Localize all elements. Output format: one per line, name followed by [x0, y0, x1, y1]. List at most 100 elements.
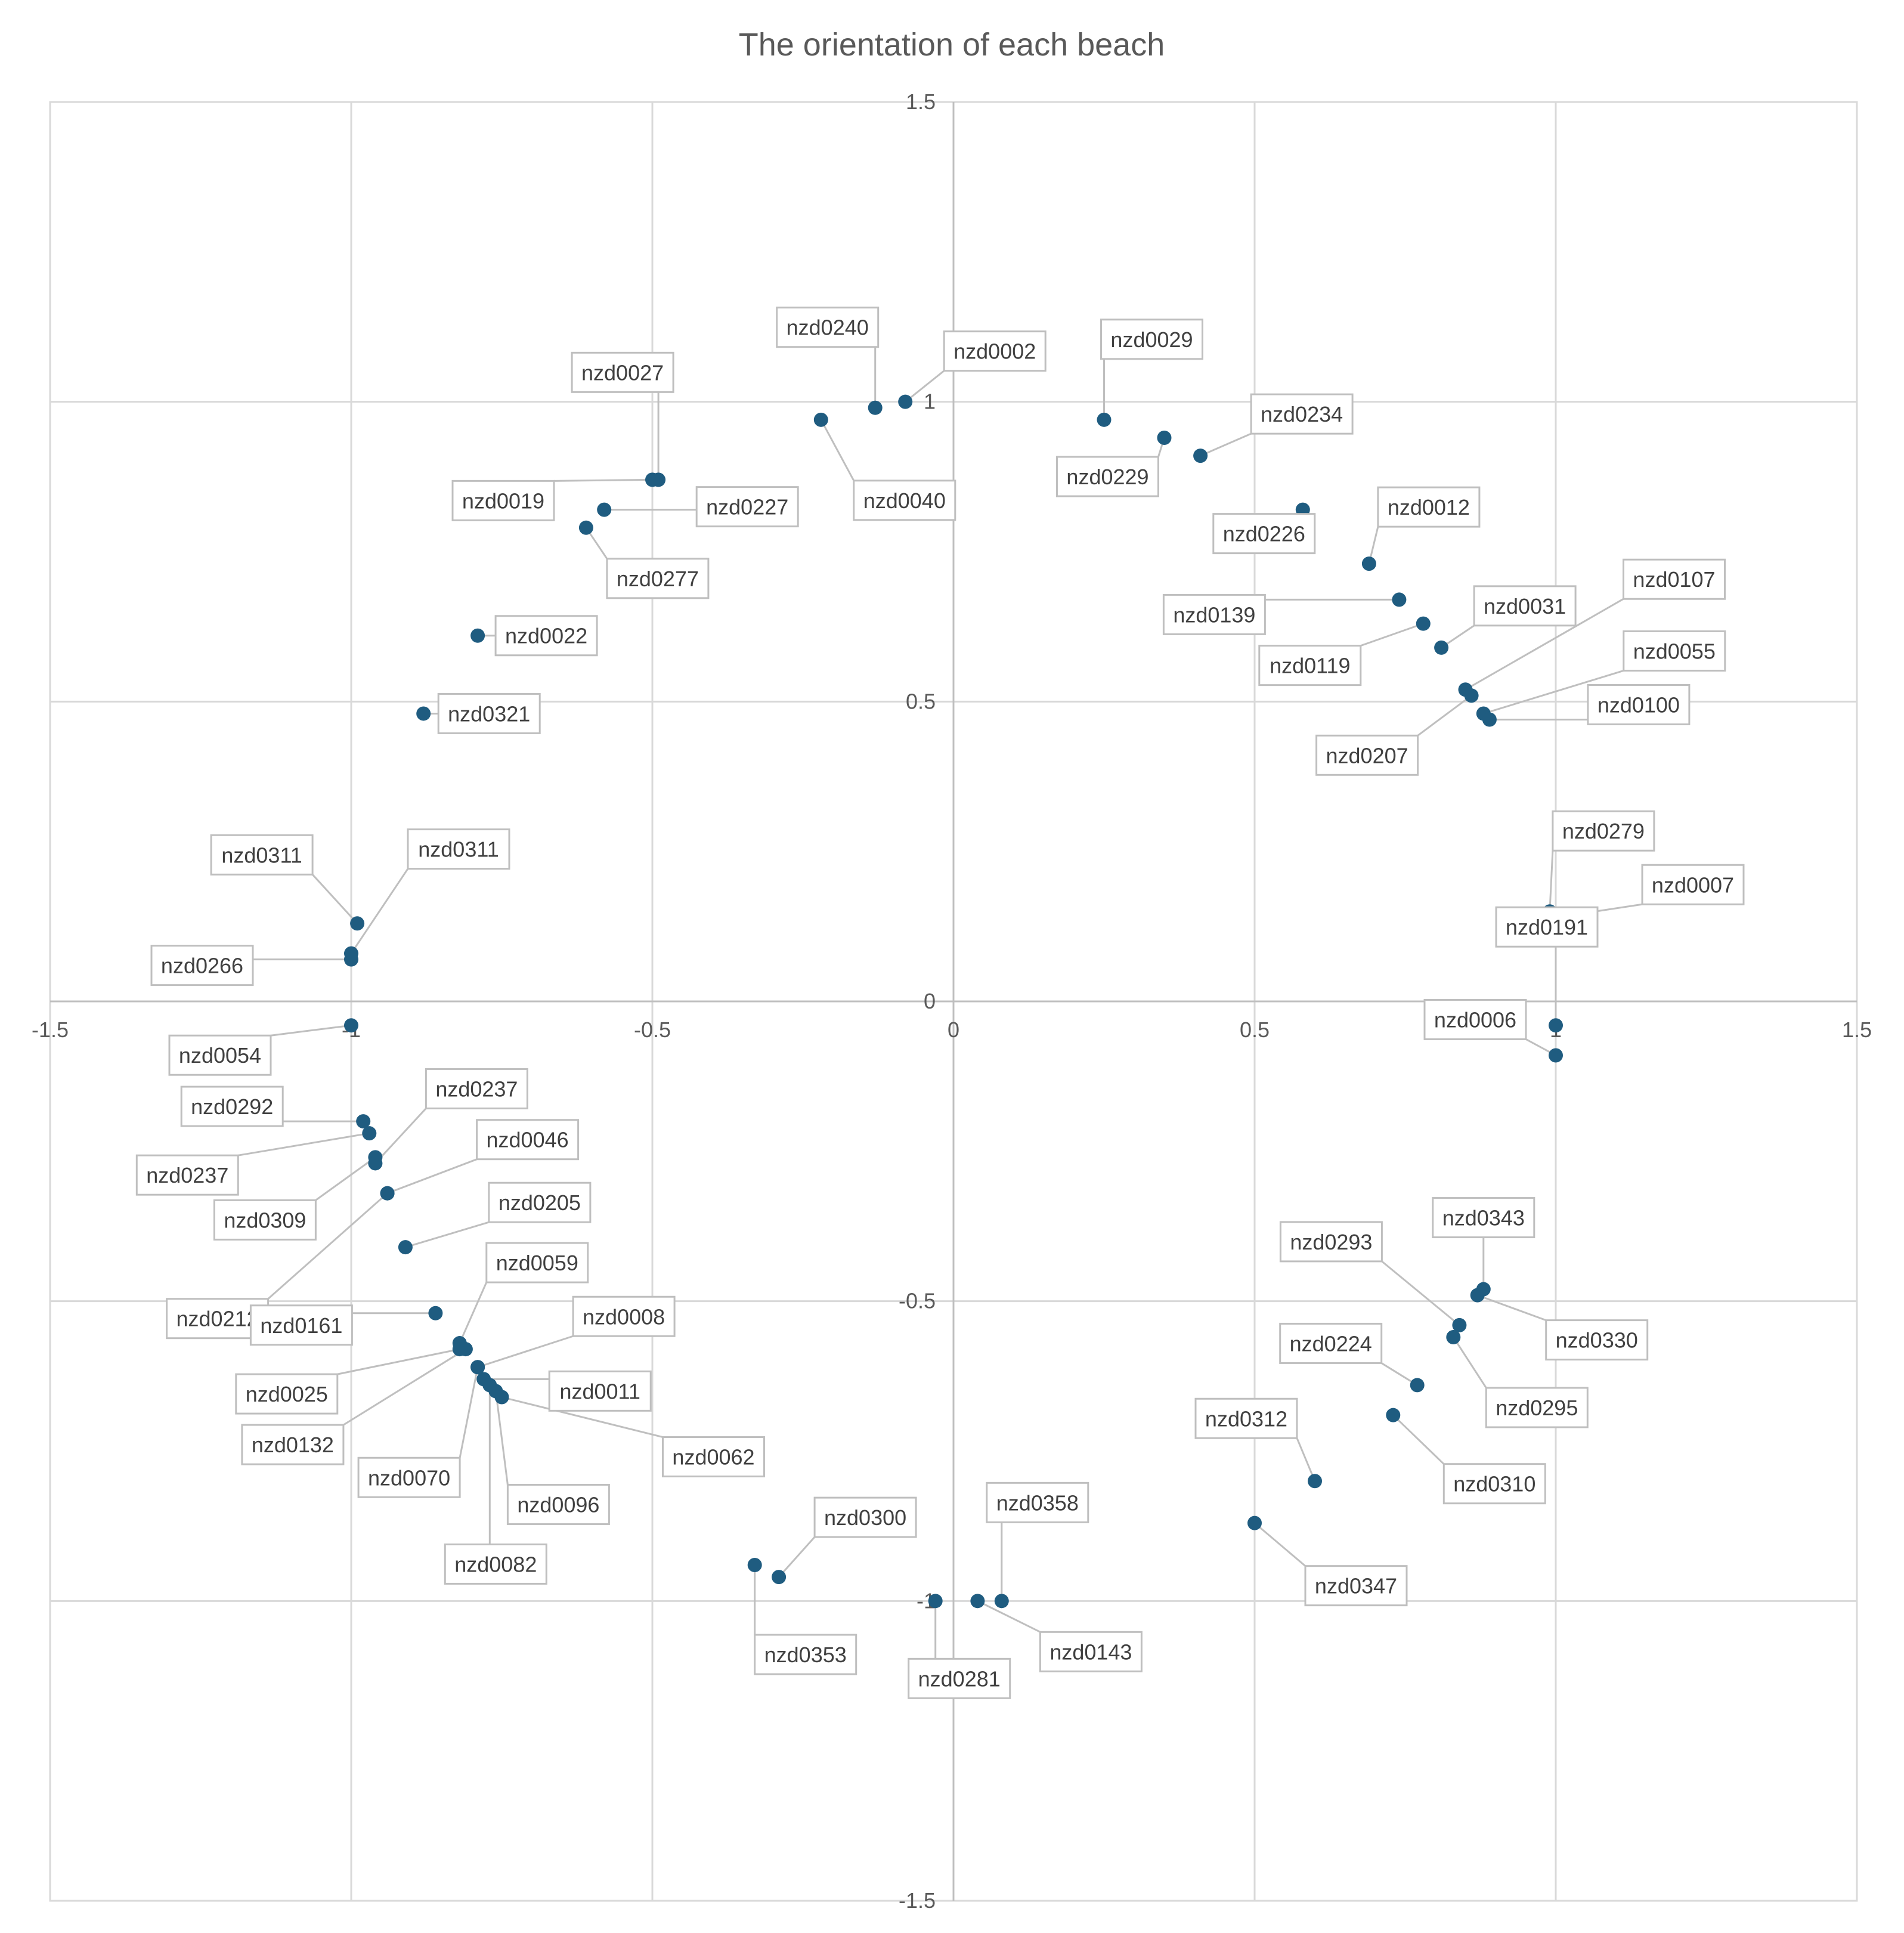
data-label: nzd0011 [559, 1379, 640, 1403]
data-label: nzd0292 [191, 1094, 273, 1119]
data-point [380, 1186, 395, 1201]
data-point [898, 394, 913, 409]
leader-line [1477, 1294, 1547, 1322]
data-point [1476, 1282, 1491, 1297]
data-label: nzd0295 [1496, 1396, 1578, 1420]
data-point [398, 1240, 413, 1255]
data-point [1549, 1048, 1563, 1063]
data-label-box [425, 1068, 528, 1109]
data-label-box [1212, 513, 1316, 555]
leader-line [337, 1348, 460, 1375]
data-label-box [451, 480, 555, 521]
y-tick-label: -1.5 [899, 1888, 936, 1913]
data-label-box [986, 1482, 1089, 1523]
data-point [747, 1558, 762, 1573]
data-label-box [1304, 1565, 1408, 1607]
data-point [1416, 616, 1431, 631]
data-label-box [488, 1182, 592, 1223]
leader-line [820, 419, 855, 481]
leader-line [1381, 1260, 1460, 1326]
data-label-box [407, 828, 510, 870]
data-point [1549, 1018, 1563, 1033]
data-label: nzd0002 [953, 339, 1036, 364]
data-label: nzd0237 [146, 1163, 228, 1187]
data-label-box [1250, 393, 1354, 435]
leader-line [553, 478, 653, 482]
data-label-box [485, 1242, 589, 1283]
data-label-box [135, 1154, 239, 1196]
leader-line [1296, 1437, 1316, 1482]
data-point [994, 1594, 1009, 1609]
leader-line [311, 874, 358, 924]
data-label: nzd0008 [583, 1304, 665, 1329]
leader-line [270, 1024, 352, 1037]
leader-line [1200, 432, 1252, 457]
data-label: nzd0281 [918, 1666, 1001, 1691]
data-label: nzd0062 [672, 1445, 754, 1470]
data-label: nzd0082 [454, 1552, 537, 1576]
data-label-box [1623, 630, 1726, 672]
data-label: nzd0012 [1388, 495, 1470, 519]
data-point [1247, 1516, 1262, 1530]
data-label: nzd0161 [260, 1313, 342, 1338]
data-point [1386, 1408, 1401, 1422]
data-label-layer: nzd0240 nzd0002 nzd0040 nzd0027 nzd0019 nzd02… [135, 307, 1745, 1699]
data-label-box [571, 351, 674, 393]
data-label: nzd0237 [435, 1077, 518, 1101]
data-label: nzd0343 [1442, 1206, 1525, 1230]
x-tick-label: -0.5 [634, 1017, 671, 1042]
data-label: nzd0022 [505, 624, 587, 648]
data-label: nzd0027 [581, 360, 664, 385]
data-label: nzd0300 [824, 1505, 906, 1530]
leader-line [387, 1158, 478, 1195]
leader-line [477, 1335, 574, 1368]
data-label-box [1100, 318, 1203, 360]
leader-line [1254, 1522, 1306, 1567]
x-tick-label: 1.5 [1842, 1017, 1872, 1042]
data-point [1193, 449, 1208, 463]
data-point [416, 706, 431, 721]
data-label: nzd0055 [1633, 639, 1716, 663]
data-label-box [1485, 1387, 1589, 1428]
data-point [368, 1156, 383, 1171]
data-label-box [853, 480, 956, 521]
data-label-box [1473, 585, 1577, 627]
data-point [428, 1306, 443, 1320]
data-label: nzd0119 [1270, 654, 1350, 678]
data-label: nzd0212 [177, 1307, 259, 1331]
data-label: nzd0321 [448, 701, 530, 726]
data-point [597, 502, 612, 517]
data-label: nzd0226 [1223, 522, 1305, 546]
data-label-box [1432, 1197, 1535, 1239]
leader-line [1453, 1337, 1487, 1388]
y-tick-label: -0.5 [899, 1289, 936, 1313]
data-point [470, 1360, 485, 1375]
data-label-box [476, 1119, 580, 1161]
data-label-box [494, 615, 598, 657]
data-label: nzd0277 [617, 567, 699, 591]
data-label-box [444, 1543, 547, 1585]
y-tick-label: 0.5 [906, 689, 936, 713]
data-point [344, 1018, 358, 1033]
data-label: nzd0054 [179, 1043, 261, 1068]
data-label-box [1495, 906, 1599, 948]
data-label: nzd0310 [1453, 1472, 1535, 1496]
data-label-box [249, 1304, 353, 1346]
data-point [1361, 556, 1376, 571]
leader-line [494, 1391, 509, 1485]
data-label-box [1258, 645, 1362, 686]
leader-line [1549, 850, 1554, 912]
data-label: nzd0040 [863, 488, 946, 513]
data-label-box [695, 486, 799, 528]
data-point [1157, 430, 1172, 445]
data-label-box [1545, 1319, 1649, 1361]
x-tick-label: -1.5 [32, 1017, 69, 1042]
data-label: nzd0224 [1290, 1331, 1372, 1356]
data-label-box [1587, 683, 1691, 725]
data-label: nzd0229 [1066, 465, 1148, 489]
data-label-box [1315, 734, 1419, 776]
data-label-box [357, 1456, 461, 1498]
data-label: nzd0100 [1597, 692, 1680, 717]
y-tick-label: 1 [924, 389, 936, 414]
leader-line [977, 1600, 1041, 1633]
